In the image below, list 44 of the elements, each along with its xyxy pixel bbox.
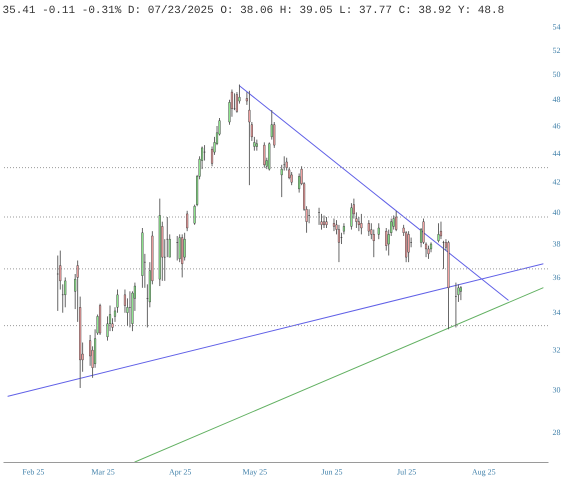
candlestick (358, 216, 360, 232)
candlestick (263, 142, 266, 168)
x-tick-label: Apr 25 (168, 468, 192, 476)
candlestick (325, 216, 328, 228)
y-tick-label: 54 (552, 22, 560, 32)
y-tick-label: 42 (552, 178, 560, 187)
candlestick (385, 228, 388, 252)
x-tick-label: Aug 25 (472, 468, 496, 476)
y-tick-label: 32 (552, 346, 560, 355)
candlestick (56, 255, 59, 312)
candlestick (290, 172, 293, 186)
candlestick (360, 213, 362, 235)
chart-title: 35.41 -0.11 -0.31% D: 07/23/2025 O: 38.06 H: 39.05 L: 37.77 C: 38.92 Y: 48.8 (2, 5, 504, 17)
x-tick-label: Jul 25 (396, 468, 416, 476)
candlestick (460, 286, 462, 301)
candlestick (332, 218, 336, 232)
y-tick-label: 30 (552, 386, 560, 395)
candlestick (408, 230, 410, 263)
y-tick-label: 36 (552, 272, 560, 282)
candlestick (427, 245, 430, 260)
y-tick-label: 40 (552, 208, 560, 217)
x-tick-label: Mar 25 (91, 468, 115, 476)
candlestick (248, 90, 250, 186)
candlestick (378, 222, 380, 240)
candlestick (256, 139, 258, 152)
y-tick-label: 34 (552, 308, 560, 318)
y-tick-label: 50 (552, 70, 560, 80)
candlestick (437, 222, 440, 243)
y-tick-label: 38 (552, 240, 560, 249)
candlestick (186, 210, 188, 232)
x-tick-label: May 25 (242, 468, 268, 476)
x-tick-label: Feb 25 (22, 468, 44, 476)
y-tick-label: 52 (552, 46, 560, 55)
candlestick (440, 221, 442, 240)
candlestick (395, 210, 398, 232)
x-tick-label: Jun 25 (321, 468, 343, 476)
candlestick (350, 202, 352, 230)
candlestick (322, 214, 326, 228)
y-tick-label: 48 (552, 95, 560, 104)
candlestick (368, 220, 370, 236)
y-tick-label: 44 (552, 148, 560, 158)
candlestick (338, 224, 340, 263)
y-tick-label: 28 (552, 428, 560, 438)
y-tick-label: 46 (552, 122, 560, 131)
